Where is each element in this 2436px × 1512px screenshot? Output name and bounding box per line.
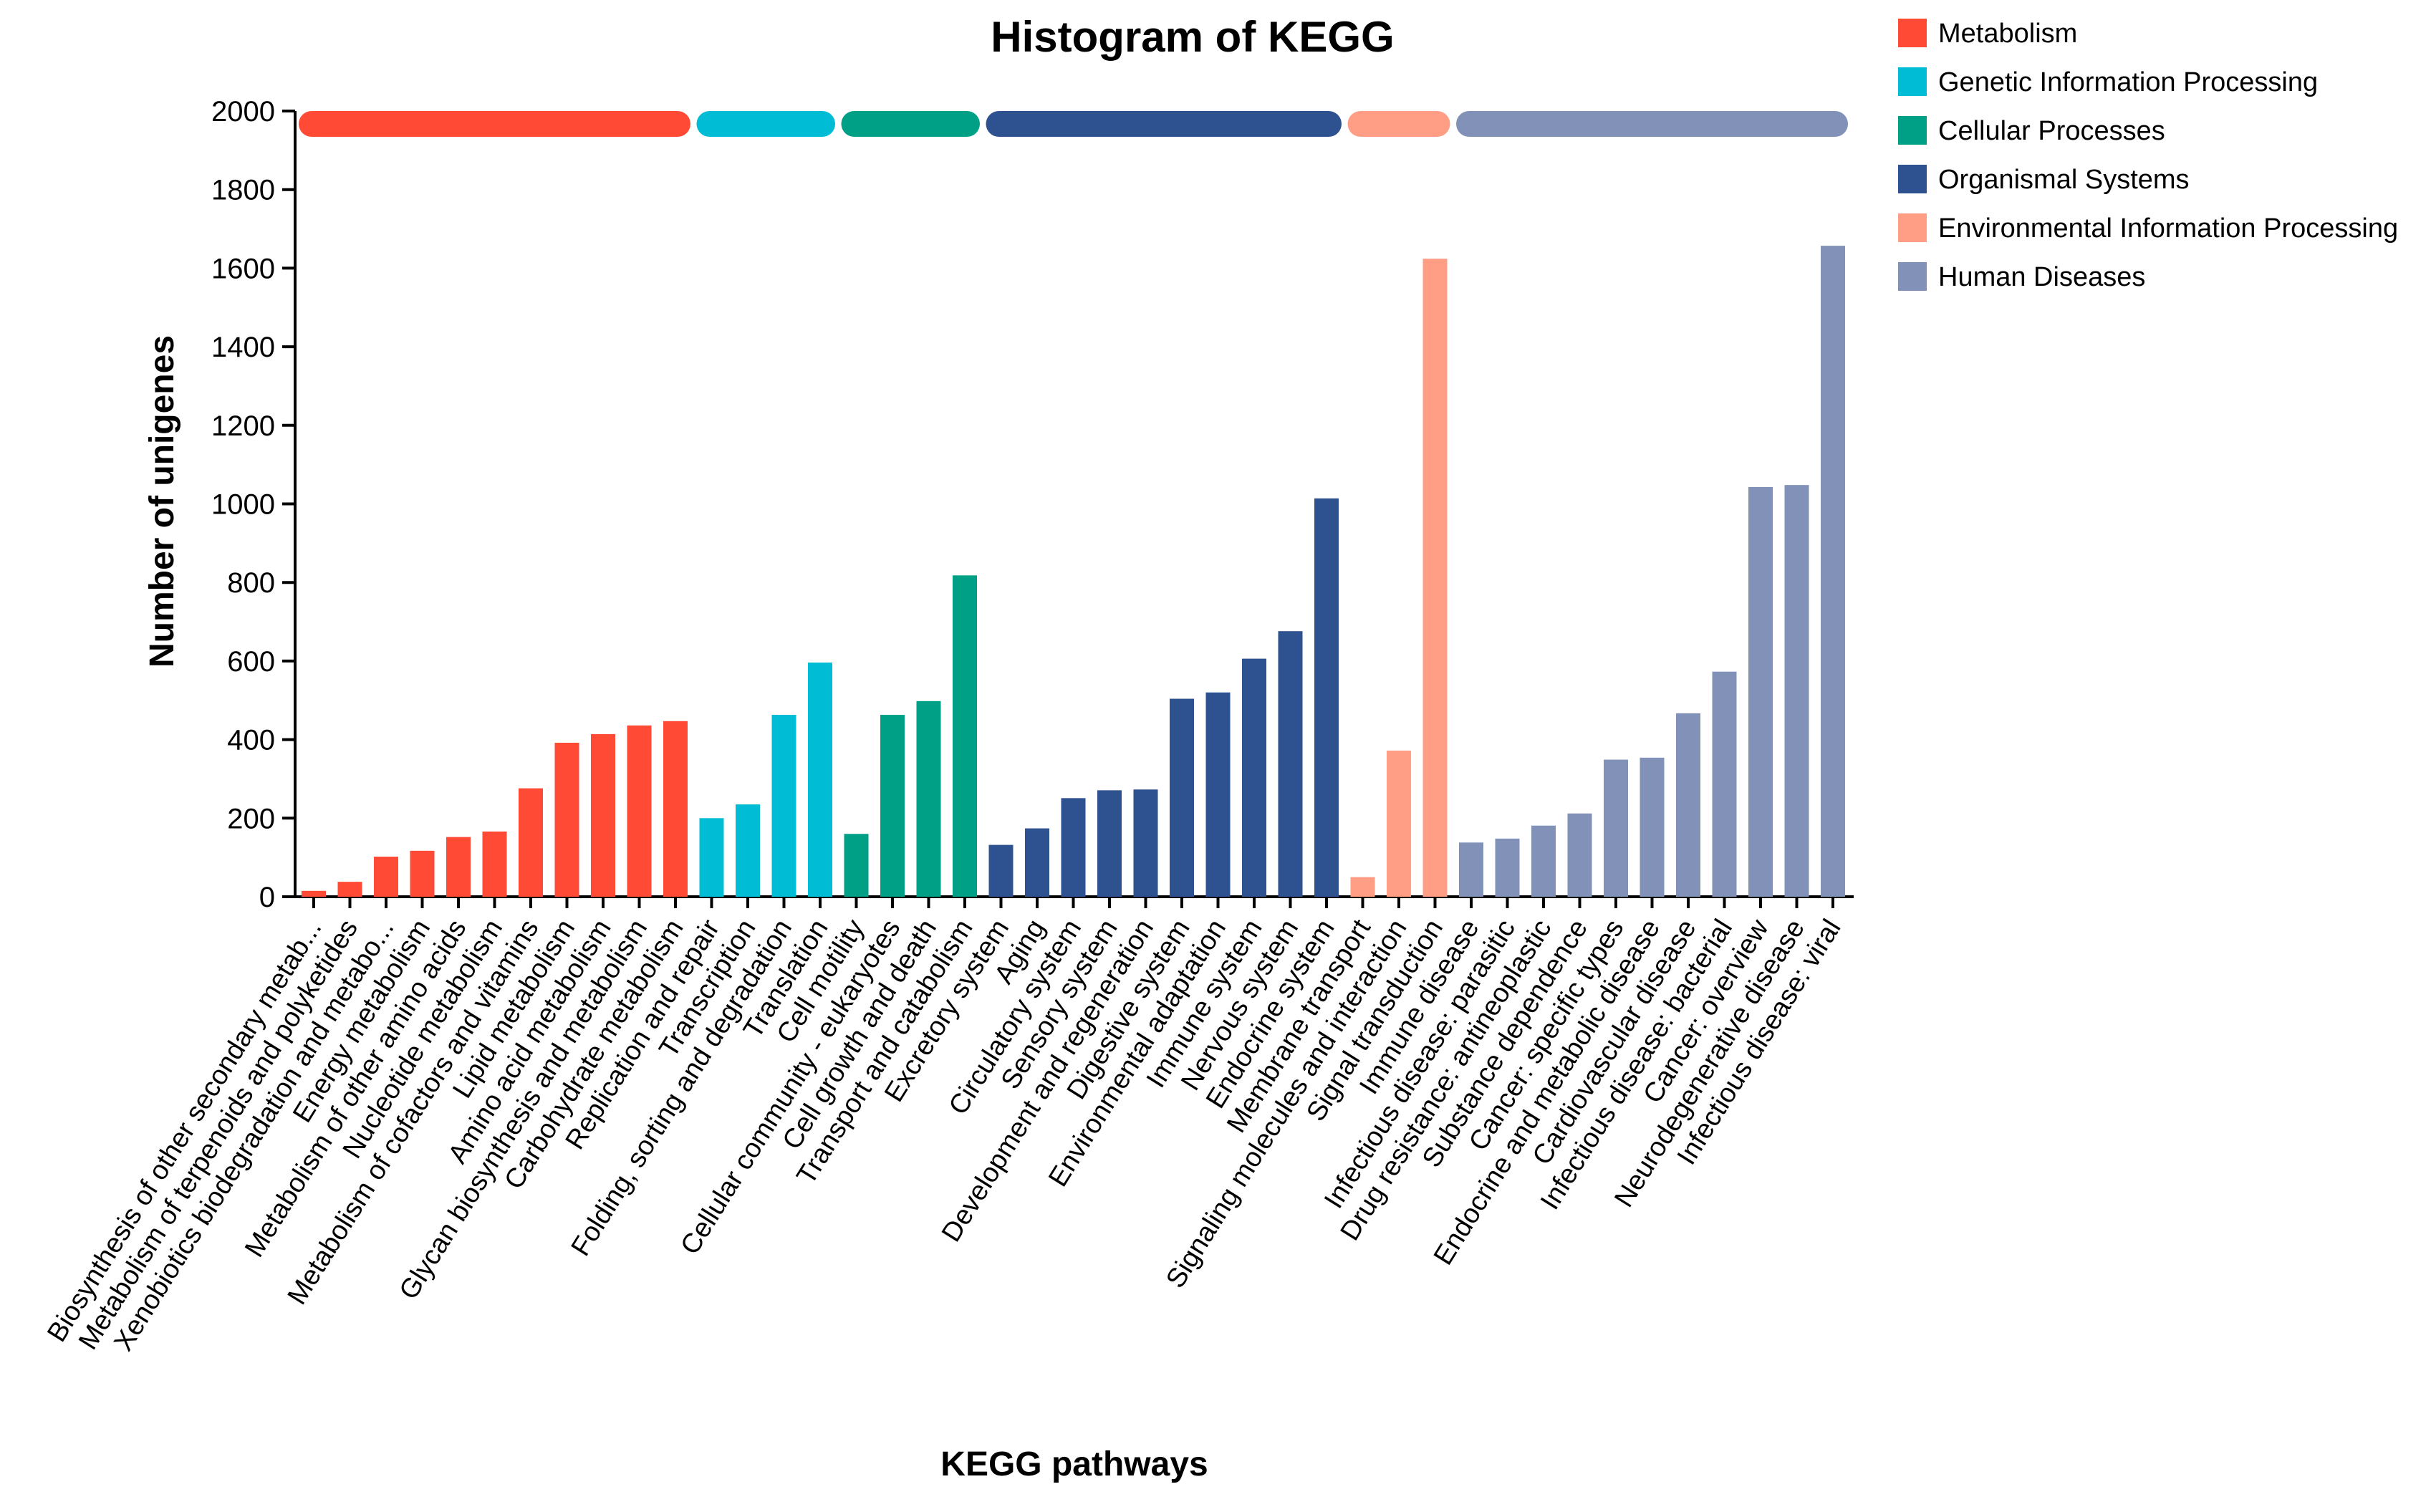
bar: [808, 663, 832, 897]
bar: [880, 715, 905, 897]
bar: [1604, 759, 1628, 897]
x-tick-label: Biosynthesis of other secondary metab...: [42, 915, 327, 1347]
y-tick-label: 1000: [211, 489, 275, 521]
legend-swatch: [1898, 213, 1927, 242]
bar: [1350, 877, 1375, 897]
legend-label: Genetic Information Processing: [1938, 67, 2318, 97]
y-tick-label: 1800: [211, 175, 275, 206]
legend-label: Metabolism: [1938, 19, 2077, 49]
chart-title: Histogram of KEGG: [991, 13, 1394, 61]
bar: [1061, 798, 1086, 897]
bar: [374, 857, 398, 897]
legend-swatch: [1898, 67, 1927, 96]
bar: [771, 715, 796, 897]
bar: [736, 804, 760, 897]
bar: [1097, 790, 1122, 897]
bar: [337, 882, 362, 897]
bar: [1712, 671, 1737, 897]
bar: [916, 700, 941, 897]
bar: [1748, 486, 1773, 897]
legend-label: Human Diseases: [1938, 262, 2145, 292]
legend-swatch: [1898, 165, 1927, 193]
bar: [1821, 246, 1845, 897]
bar: [1170, 698, 1194, 897]
y-tick-label: 600: [227, 646, 275, 678]
legend-label: Cellular Processes: [1938, 116, 2165, 146]
y-tick-label: 1400: [211, 332, 275, 363]
legend-label: Organismal Systems: [1938, 165, 2190, 195]
bar: [844, 834, 869, 897]
y-tick-label: 2000: [211, 96, 275, 127]
y-tick-label: 0: [259, 882, 275, 913]
plot-layer: 0 200 400 600 800 1000 1200 1400 1600 1800 2000 Bio…: [42, 96, 1854, 1357]
bar: [1025, 828, 1049, 897]
bar: [591, 733, 615, 897]
bar: [1640, 757, 1665, 897]
group-band: [1347, 111, 1450, 137]
bar: [519, 788, 543, 897]
bar: [1567, 813, 1592, 897]
y-tick-label: 1200: [211, 410, 275, 442]
legend: Metabolism Genetic Information Processing…: [1898, 19, 2398, 292]
bar: [1278, 631, 1303, 897]
legend-swatch: [1898, 116, 1927, 145]
group-band: [696, 111, 835, 137]
bar: [1495, 838, 1520, 897]
bar: [988, 844, 1014, 897]
group-band: [841, 111, 980, 137]
legend-swatch: [1898, 262, 1927, 291]
bar: [663, 721, 688, 897]
bar: [1676, 713, 1700, 897]
bar: [446, 837, 471, 897]
y-tick-label: 400: [227, 725, 275, 756]
bar: [1205, 692, 1231, 897]
bar: [410, 850, 435, 897]
bar: [1314, 498, 1339, 897]
y-tick-label: 200: [227, 803, 275, 834]
bar: [1531, 825, 1556, 897]
group-band: [986, 111, 1342, 137]
legend-swatch: [1898, 19, 1927, 47]
group-band: [299, 111, 690, 137]
bar: [1242, 658, 1266, 897]
bar: [1387, 750, 1411, 897]
bar: [302, 890, 326, 897]
bar: [953, 575, 977, 897]
bar: [699, 818, 724, 897]
y-axis-label: Number of unigenes: [143, 335, 181, 668]
bar: [1784, 485, 1809, 897]
legend-label: Environmental Information Processing: [1938, 213, 2398, 244]
bar: [627, 725, 652, 897]
y-tick-label: 800: [227, 567, 275, 599]
bar: [1422, 259, 1448, 897]
y-tick-label: 1600: [211, 253, 275, 284]
group-band: [1456, 111, 1848, 137]
bar: [1459, 842, 1483, 897]
bar: [1133, 789, 1158, 897]
bar: [554, 742, 579, 897]
x-axis-label: KEGG pathways: [940, 1445, 1208, 1483]
bar: [482, 831, 507, 897]
